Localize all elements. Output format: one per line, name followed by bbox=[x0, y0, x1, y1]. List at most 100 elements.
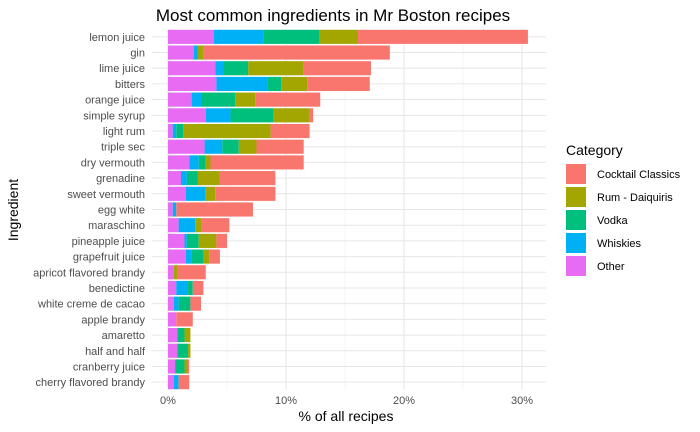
bar-segment bbox=[185, 249, 192, 264]
bar-segment bbox=[177, 343, 189, 358]
y-tick-label: dry vermouth bbox=[81, 157, 145, 169]
bar-segment bbox=[204, 139, 223, 154]
bar-segment bbox=[189, 155, 199, 170]
bar-segment bbox=[168, 359, 176, 374]
y-tick-label: lemon juice bbox=[89, 32, 145, 44]
bar-segment bbox=[178, 218, 196, 233]
legend-label: Vodka bbox=[597, 215, 628, 227]
y-tick-label: lime juice bbox=[99, 63, 145, 75]
legend-label: Whiskies bbox=[597, 238, 642, 250]
bar-segment bbox=[173, 296, 179, 311]
y-tick-label: maraschino bbox=[88, 220, 145, 232]
bar-segment bbox=[319, 29, 358, 44]
bar-segment bbox=[168, 61, 216, 76]
bar-segment bbox=[191, 92, 202, 107]
bar-segment bbox=[178, 296, 191, 311]
bar-segment bbox=[176, 312, 193, 327]
y-tick-label: pineapple juice bbox=[72, 236, 145, 248]
legend-label: Cocktail Classics bbox=[597, 169, 681, 181]
chart-title: Most common ingredients in Mr Boston rec… bbox=[156, 6, 510, 25]
bars bbox=[168, 29, 528, 390]
bar-segment bbox=[219, 171, 276, 186]
y-tick-label: apricot flavored brandy bbox=[33, 267, 145, 279]
y-tick-label: white creme de cacao bbox=[37, 299, 145, 311]
bar-segment bbox=[168, 328, 178, 343]
y-tick-label: half and half bbox=[85, 346, 146, 358]
bar-segment bbox=[216, 233, 227, 248]
y-tick-label: light rum bbox=[103, 126, 145, 138]
bar-segment bbox=[168, 186, 186, 201]
y-tick-label: sweet vermouth bbox=[67, 189, 145, 201]
bar-segment bbox=[180, 171, 187, 186]
bar-segment bbox=[193, 45, 198, 60]
legend-swatch bbox=[566, 187, 586, 207]
bar-segment bbox=[216, 76, 268, 91]
bar-segment bbox=[205, 108, 231, 123]
y-axis-label: Ingredient bbox=[5, 179, 21, 241]
bar-segment bbox=[198, 233, 217, 248]
bar-segment bbox=[185, 186, 206, 201]
bar-segment bbox=[270, 123, 310, 139]
bar-segment bbox=[210, 155, 304, 170]
bar-segment bbox=[267, 76, 282, 91]
bar-segment bbox=[173, 265, 178, 280]
bar-segment bbox=[188, 343, 191, 358]
bar-segment bbox=[176, 123, 184, 139]
bar-segment bbox=[255, 92, 321, 107]
y-tick-label: bitters bbox=[115, 79, 145, 91]
x-tick-label: 10% bbox=[275, 395, 297, 407]
x-axis-label: % of all recipes bbox=[299, 408, 394, 424]
bar-segment bbox=[201, 218, 230, 233]
y-tick-label: amaretto bbox=[102, 330, 145, 342]
x-tick-label: 30% bbox=[511, 395, 533, 407]
legend-swatch bbox=[566, 256, 586, 276]
bar-segment bbox=[190, 296, 202, 311]
bar-segment bbox=[183, 123, 271, 139]
bar-segment bbox=[263, 29, 320, 44]
bar-segment bbox=[201, 92, 236, 107]
y-tick-label: cranberry juice bbox=[73, 361, 145, 373]
bar-segment bbox=[273, 108, 310, 123]
y-tick-label: benedictine bbox=[89, 283, 145, 295]
bar-segment bbox=[168, 123, 173, 139]
bar-segment bbox=[248, 61, 304, 76]
y-tick-label: orange juice bbox=[85, 95, 145, 107]
bar-segment bbox=[168, 202, 173, 217]
legend-swatch bbox=[566, 210, 586, 230]
x-tick-labels: 0% 10% 20% 30% bbox=[160, 395, 533, 407]
legend: Category Cocktail Classics Rum - Daiquiri… bbox=[566, 142, 681, 276]
bar-segment bbox=[177, 265, 206, 280]
bar-segment bbox=[168, 249, 186, 264]
bar-segment bbox=[168, 45, 194, 60]
bar-segment bbox=[188, 280, 193, 296]
y-tick-label: grenadine bbox=[96, 173, 145, 185]
bar-segment bbox=[214, 29, 264, 44]
legend-title: Category bbox=[566, 142, 623, 158]
y-tick-label: triple sec bbox=[101, 142, 146, 154]
bar-segment bbox=[168, 233, 185, 248]
bar-segment bbox=[172, 123, 177, 139]
legend-label: Rum - Daiquiris bbox=[597, 192, 673, 204]
bar-segment bbox=[309, 108, 314, 123]
bar-segment bbox=[198, 155, 206, 170]
bar-segment bbox=[177, 328, 185, 343]
bar-segment bbox=[197, 171, 220, 186]
bar-segment bbox=[238, 139, 257, 154]
bar-segment bbox=[184, 233, 187, 248]
legend-label: Other bbox=[597, 261, 625, 273]
bar-segment bbox=[168, 76, 217, 91]
bar-segment bbox=[256, 139, 304, 154]
bar-segment bbox=[172, 202, 177, 217]
bar-segment bbox=[203, 45, 390, 60]
bar-segment bbox=[192, 280, 204, 296]
bar-segment bbox=[209, 249, 220, 264]
bar-segment bbox=[186, 233, 199, 248]
bar-segment bbox=[188, 359, 190, 374]
bar-segment bbox=[195, 218, 202, 233]
y-tick-label: egg white bbox=[98, 205, 145, 217]
bar-segment bbox=[203, 249, 210, 264]
bar-segment bbox=[235, 92, 256, 107]
bar-segment bbox=[230, 108, 274, 123]
x-tick-label: 20% bbox=[393, 395, 415, 407]
bar-segment bbox=[175, 359, 185, 374]
